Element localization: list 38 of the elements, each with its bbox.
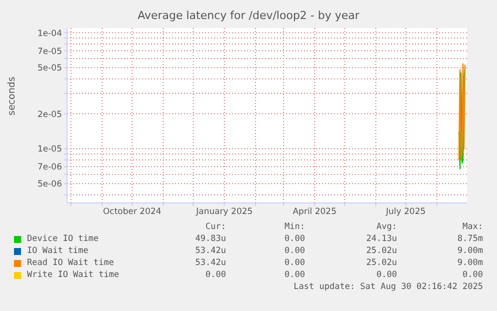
y-tick-label: 7e-05 [37, 46, 62, 57]
legend-label: Device IO time [27, 233, 99, 245]
y-tick-label: 5e-06 [37, 180, 62, 190]
text: Max: [462, 221, 483, 233]
text: Cur: [204, 221, 226, 233]
text: 0.00 [376, 269, 397, 281]
text: 53.42u [194, 245, 226, 257]
text: 0.00 [204, 269, 226, 281]
y-tick-label: 1e-04 [37, 28, 62, 39]
text: 0.00 [284, 257, 305, 269]
y-tick-label: 5e-05 [37, 64, 62, 74]
text: 0.00 [284, 269, 305, 281]
y-tick-label: 2e-05 [37, 110, 62, 120]
text: 9.00m [456, 257, 483, 269]
text: 25.02u [365, 257, 397, 269]
y-tick-label: 7e-06 [37, 162, 62, 173]
legend-label: Write IO Wait time [27, 269, 120, 281]
x-tick-label: April 2025 [292, 207, 336, 218]
text: Last update: Sat Aug 30 02:16:42 2025 [292, 281, 483, 293]
text: 0.00 [284, 245, 305, 257]
y-tick-label: 1e-05 [37, 144, 62, 155]
text: 9.00m [456, 245, 483, 257]
x-tick-label: July 2025 [385, 207, 426, 218]
text: 0.00 [284, 233, 305, 245]
y-axis-title: seconds [6, 76, 18, 116]
text: 24.13u [365, 233, 397, 245]
x-tick-label: January 2025 [195, 207, 253, 218]
legend-label: Read IO Wait time [27, 257, 114, 269]
chart-title: Average latency for /dev/loop2 - by year [136, 9, 360, 22]
x-tick-label: October 2024 [102, 207, 162, 218]
text: 49.83u [194, 233, 226, 245]
text: 8.75m [456, 233, 483, 245]
legend-label: IO Wait time [27, 245, 88, 257]
text: Avg: [376, 221, 397, 233]
text: 53.42u [194, 257, 226, 269]
text: 25.02u [365, 245, 397, 257]
text: Min: [284, 221, 305, 233]
text: 0.00 [462, 269, 483, 281]
